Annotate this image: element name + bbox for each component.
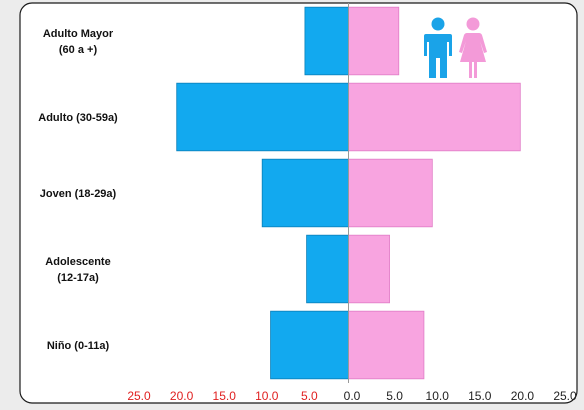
bar-right-1 (348, 82, 521, 152)
bar-right-0 (348, 6, 400, 76)
x-tick-label-1: 20.0 (170, 389, 194, 403)
category-label-2-0: Joven (18-29a) (40, 188, 117, 200)
x-tick-label-2: 15.0 (213, 389, 237, 403)
category-label-4-0: Niño (0-11a) (47, 340, 110, 352)
x-tick-label-6: 5.0 (386, 389, 403, 403)
category-label-0-0: Adulto Mayor (43, 28, 114, 40)
bar-right-2 (348, 158, 433, 228)
bar-left-2 (261, 158, 349, 228)
bar-left-4 (270, 310, 349, 380)
male-figure-icon (424, 17, 452, 78)
category-labels: Adulto Mayor (60 a +) Adulto (30-59a) Joven… (38, 28, 118, 352)
bar-left-3 (306, 234, 349, 304)
bar-right-4 (348, 310, 425, 380)
x-tick-label-8: 15.0 (468, 389, 492, 403)
gender-icons (412, 10, 500, 82)
category-label-0-1: (60 a +) (59, 44, 98, 56)
x-tick-label-0: 25.0 (127, 389, 151, 403)
x-tick-label-5: 0.0 (344, 389, 361, 403)
bar-left-1 (176, 82, 349, 152)
x-tick-label-4: 5.0 (301, 389, 318, 403)
x-axis-ticks: 25.0 20.0 15.0 10.0 5.0 0.0 5.0 10.0 15.0 20.0 25.… (127, 389, 577, 403)
bar-left-0 (304, 6, 349, 76)
x-tick-label-3: 10.0 (255, 389, 279, 403)
x-tick-label-9: 20.0 (511, 389, 535, 403)
female-figure-icon (459, 17, 487, 78)
bar-right-3 (348, 234, 390, 304)
category-label-3-1: (12-17a) (57, 272, 99, 284)
x-tick-label-7: 10.0 (426, 389, 450, 403)
category-label-1-0: Adulto (30-59a) (38, 112, 118, 124)
category-label-3-0: Adolescente (45, 256, 110, 268)
bars-layer (176, 6, 521, 380)
x-tick-label-10: 25.0 (553, 389, 577, 403)
